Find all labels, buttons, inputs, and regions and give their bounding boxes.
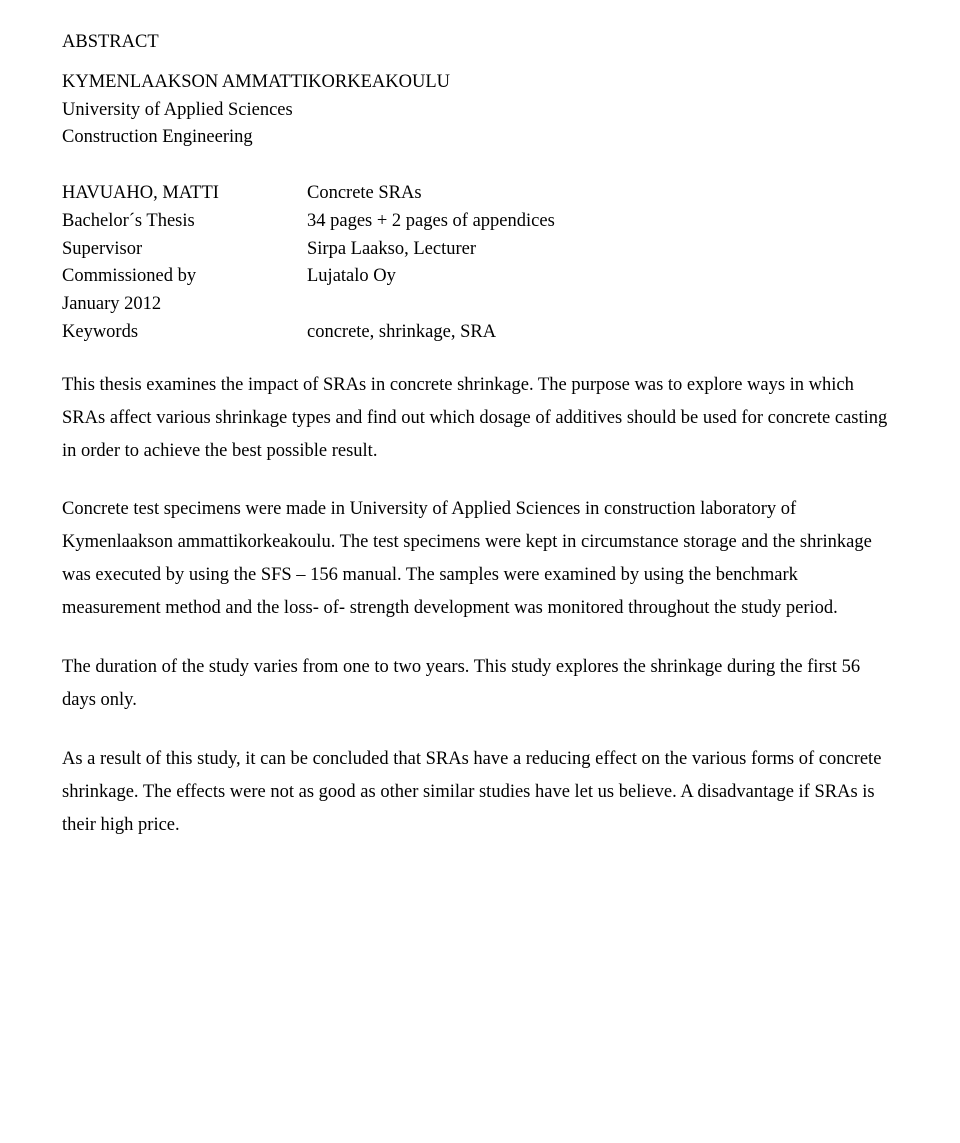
meta-value-keywords: concrete, shrinkage, SRA (307, 319, 898, 347)
paragraph-4: As a result of this study, it can be con… (62, 743, 898, 842)
meta-value-date (307, 291, 898, 319)
meta-value-pages: 34 pages + 2 pages of appendices (307, 208, 898, 236)
meta-row-date: January 2012 (62, 291, 898, 319)
abstract-heading: ABSTRACT (62, 26, 898, 59)
meta-value-commissioned: Lujatalo Oy (307, 263, 898, 291)
meta-value-supervisor: Sirpa Laakso, Lecturer (307, 236, 898, 264)
meta-row-thesis: Bachelor´s Thesis 34 pages + 2 pages of … (62, 208, 898, 236)
institution-block: KYMENLAAKSON AMMATTIKORKEAKOULU Universi… (62, 69, 898, 152)
institution-name: KYMENLAAKSON AMMATTIKORKEAKOULU (62, 69, 898, 97)
meta-label-author: HAVUAHO, MATTI (62, 180, 307, 208)
meta-row-author: HAVUAHO, MATTI Concrete SRAs (62, 180, 898, 208)
meta-row-keywords: Keywords concrete, shrinkage, SRA (62, 319, 898, 347)
meta-value-title: Concrete SRAs (307, 180, 898, 208)
meta-label-keywords: Keywords (62, 319, 307, 347)
meta-row-commissioned: Commissioned by Lujatalo Oy (62, 263, 898, 291)
meta-label-date: January 2012 (62, 291, 307, 319)
meta-label-thesis: Bachelor´s Thesis (62, 208, 307, 236)
meta-row-supervisor: Supervisor Sirpa Laakso, Lecturer (62, 236, 898, 264)
paragraph-3: The duration of the study varies from on… (62, 651, 898, 717)
paragraph-1: This thesis examines the impact of SRAs … (62, 369, 898, 468)
abstract-body: This thesis examines the impact of SRAs … (62, 369, 898, 842)
institution-department: Construction Engineering (62, 124, 898, 152)
institution-subtitle: University of Applied Sciences (62, 97, 898, 125)
metadata-block: HAVUAHO, MATTI Concrete SRAs Bachelor´s … (62, 180, 898, 347)
meta-label-supervisor: Supervisor (62, 236, 307, 264)
meta-label-commissioned: Commissioned by (62, 263, 307, 291)
paragraph-2: Concrete test specimens were made in Uni… (62, 493, 898, 625)
